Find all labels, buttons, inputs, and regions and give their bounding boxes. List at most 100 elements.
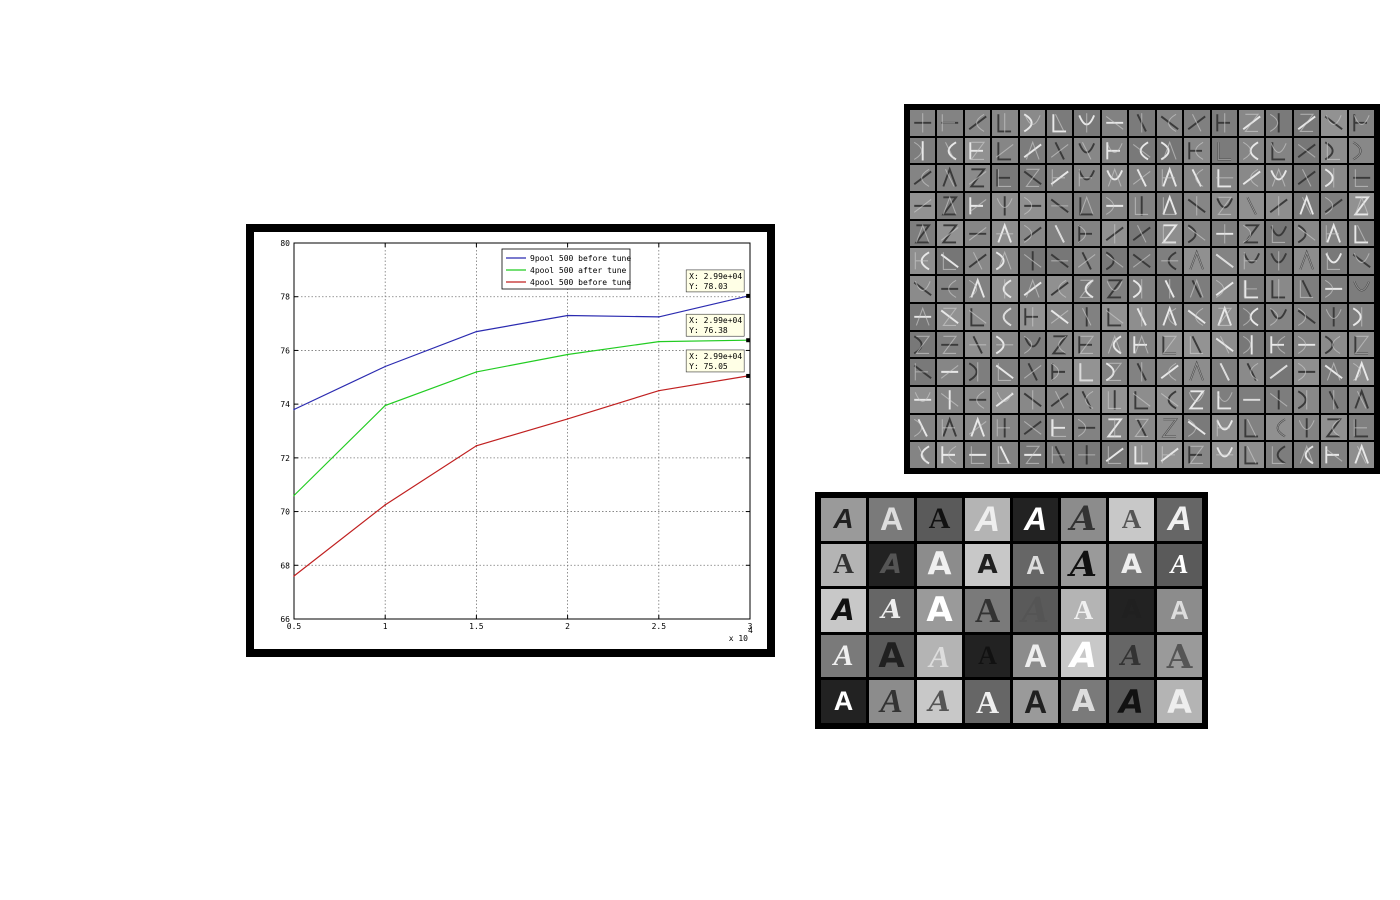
filter-tile <box>1238 137 1265 164</box>
filter-tile <box>992 248 1018 275</box>
datatip-box <box>685 269 745 293</box>
filter-tile <box>1019 110 1046 136</box>
filter-tile <box>1266 193 1292 219</box>
filter-tile <box>937 303 963 330</box>
filter-tile <box>1074 331 1100 358</box>
letter-sample-tile: A <box>1061 498 1106 541</box>
filter-tile <box>1074 359 1100 385</box>
filter-tile <box>1293 137 1320 164</box>
learned-filters-panel <box>904 104 1380 474</box>
filter-tile <box>1019 414 1046 441</box>
filter-tile <box>1266 248 1292 275</box>
filter-tile <box>1156 137 1183 164</box>
letter-sample-glyph: A <box>1023 638 1048 675</box>
x-tick-label: 1 <box>383 622 388 631</box>
filter-tile <box>1293 442 1320 468</box>
datatip-marker <box>746 338 751 343</box>
filter-tile <box>1047 165 1073 192</box>
filter-tile <box>964 193 991 219</box>
filter-tile <box>910 165 936 192</box>
filter-tile <box>992 220 1018 247</box>
filter-tile <box>1238 442 1265 468</box>
series-1-point <box>566 353 569 356</box>
filter-tile <box>1238 386 1265 413</box>
letter-sample-glyph: A <box>1167 682 1192 721</box>
filter-tile <box>1101 414 1128 441</box>
filter-tile <box>992 165 1018 192</box>
filter-tile <box>1293 303 1320 330</box>
filter-tile <box>1129 165 1155 192</box>
filter-tile <box>910 220 936 247</box>
filter-tile <box>1238 414 1265 441</box>
letter-sample-glyph: A <box>1069 635 1098 676</box>
filter-tile <box>1321 276 1347 302</box>
filter-tile <box>964 303 991 330</box>
filter-tile <box>1211 442 1237 468</box>
letter-sample-glyph: A <box>975 683 1000 720</box>
filter-tile <box>1156 414 1183 441</box>
filter-tile <box>1156 359 1183 385</box>
filter-tile <box>1156 331 1183 358</box>
letter-sample-glyph: A <box>881 549 902 581</box>
filter-tile <box>1129 248 1155 275</box>
filter-tile <box>1321 303 1347 330</box>
letter-sample-tile: A <box>1157 589 1202 632</box>
filter-tile <box>1019 276 1046 302</box>
filter-tile <box>937 137 963 164</box>
filter-tile <box>1348 110 1374 136</box>
letter-sample-glyph: A <box>1021 589 1050 631</box>
filter-tile <box>1101 248 1128 275</box>
filter-tile <box>1348 165 1374 192</box>
filter-tile <box>964 220 991 247</box>
filter-tile <box>992 193 1018 219</box>
letter-sample-tile: A <box>917 498 962 541</box>
filter-tile <box>964 442 991 468</box>
letter-sample-tile: A <box>1109 543 1154 587</box>
letter-sample-tile: A <box>1061 680 1106 723</box>
letter-sample-tile: A <box>869 634 914 678</box>
series-2-point <box>384 504 386 506</box>
filter-tile <box>1293 220 1320 247</box>
datatip-y-text: Y: 75.05 <box>689 362 728 371</box>
filter-tile <box>1101 303 1128 330</box>
filter-tile <box>1074 303 1100 330</box>
y-tick-label: 76 <box>280 346 290 355</box>
filter-tile <box>1129 331 1155 358</box>
filter-tile <box>1238 248 1265 275</box>
letter-sample-glyph: A <box>1121 595 1142 626</box>
series-line-1 <box>293 339 749 496</box>
y-tick-label: 80 <box>280 239 290 248</box>
filter-tile <box>1266 359 1292 385</box>
filter-tile <box>1019 165 1046 192</box>
letter-sample-tile: A <box>869 589 914 632</box>
x-tick-label: 3 <box>748 622 753 631</box>
filter-tile <box>1156 110 1183 136</box>
filter-tile <box>1047 359 1073 385</box>
letter-sample-tile: A <box>1157 680 1202 723</box>
letter-sample-glyph: A <box>978 641 997 671</box>
letter-sample-tile: A <box>821 680 866 723</box>
filter-tile <box>1184 442 1210 468</box>
filter-tile <box>1101 193 1128 219</box>
filter-tile <box>1184 303 1210 330</box>
filter-tile <box>1266 442 1292 468</box>
letter-sample-tile: A <box>917 543 962 587</box>
filter-tile <box>910 276 936 302</box>
filter-tile <box>1019 303 1046 330</box>
filter-tile <box>1266 276 1292 302</box>
filter-tile <box>1074 276 1100 302</box>
filter-tile <box>1047 386 1073 413</box>
filter-tile <box>992 442 1018 468</box>
filter-tile <box>1293 193 1320 219</box>
filter-tile <box>1074 165 1100 192</box>
letter-sample-glyph: A <box>833 548 854 581</box>
filter-tile <box>1019 442 1046 468</box>
letter-sample-tile: A <box>869 498 914 541</box>
series-line-0 <box>293 295 749 411</box>
letter-sample-tile: A <box>1061 634 1106 678</box>
filter-tile <box>992 414 1018 441</box>
letter-sample-tile: A <box>821 589 866 632</box>
y-tick-label: 78 <box>280 293 290 302</box>
letter-sample-glyph: A <box>926 590 953 631</box>
